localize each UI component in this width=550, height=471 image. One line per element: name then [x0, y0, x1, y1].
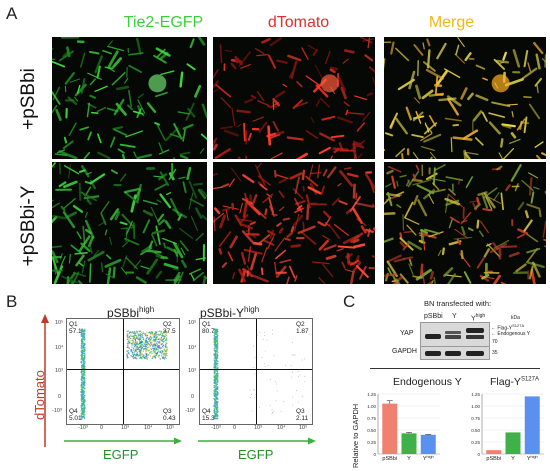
xtick: 10³	[121, 425, 129, 431]
y-axis-arrow	[30, 312, 50, 452]
ytick: 10⁴	[55, 345, 64, 351]
xtick: 10⁴	[277, 425, 286, 431]
lane-label: pSBbi	[424, 313, 443, 320]
blot-gapdh	[420, 346, 490, 360]
marker-70: 70	[492, 339, 498, 345]
micrograph-egfp-psbbi	[52, 37, 207, 159]
quadrant-q1: Q1 57.1	[69, 321, 82, 335]
ytick: -10³	[185, 408, 195, 414]
bar	[420, 434, 436, 454]
micrograph-egfp-psbbi-y	[52, 162, 207, 284]
xtick: 10³	[254, 425, 262, 431]
xtick: -10³	[78, 425, 88, 431]
blot-yap	[420, 322, 490, 347]
bar-chart-title-endogenous: Endogenous Y	[393, 376, 462, 388]
ytick: 10³	[55, 368, 63, 374]
xtick: 10⁵	[299, 425, 308, 431]
bar-category: pSBbi	[486, 456, 501, 462]
column-title-dtomato: dTomato	[267, 14, 330, 31]
divider	[370, 368, 540, 369]
bar-ytick: 0.50	[471, 428, 480, 433]
ytick: 10³	[188, 368, 196, 374]
xtick: -10³	[211, 425, 221, 431]
annotation-endogenous-y: ← Endogenous Y	[491, 331, 531, 337]
annotation-flag-y: ← Flag-YS127A	[491, 323, 525, 332]
kda-label: kDa	[511, 315, 520, 321]
x-axis-arrow	[64, 437, 316, 445]
row-label-psbbi: +pSBbi	[18, 68, 39, 130]
x-axis-label: EGFP	[103, 447, 139, 462]
bar-ytick: 1.25	[471, 392, 480, 397]
column-title-egfp: Tie2-EGFP	[123, 14, 204, 31]
plot-title-psbbi: pSBbihigh	[107, 305, 155, 320]
bar-category: Yhigh	[423, 455, 434, 462]
ytick: 0	[58, 394, 62, 400]
xtick: 10⁵	[166, 425, 175, 431]
panel-a-letter: A	[6, 4, 18, 23]
bar-ytick: 1.00	[367, 404, 376, 409]
bar-ytick: 0	[477, 452, 480, 457]
marker-35: 35	[492, 350, 498, 356]
quadrant-q4: Q4 5.01	[69, 408, 82, 422]
bar	[401, 433, 417, 454]
bar-ytick: 0.25	[367, 440, 376, 445]
flow-plot-psbbi: Q1 57.1 Q2 37.5 Q4 5.01 Q3 0.43	[66, 318, 180, 425]
quadrant-q1: Q1 80.7	[202, 321, 215, 335]
bar-category: Yhigh	[527, 455, 538, 462]
bar	[524, 396, 540, 454]
bar-ytick: 1.25	[367, 392, 376, 397]
lane-label: Y	[452, 313, 457, 320]
bar-category: Y	[407, 456, 411, 462]
bar-y-axis-label: Relative to GAPDH	[351, 403, 360, 468]
bar-ytick: 1.00	[471, 404, 480, 409]
quadrant-q2: Q2 37.5	[163, 321, 176, 335]
bar-chart-endogenous: 0 0.25 0.50 0.75 1.00 1.25 pSBbi Y Yhigh	[367, 392, 440, 462]
quadrant-q4: Q4 15.3	[202, 408, 215, 422]
bar-chart-title-flag: Flag-YS127A	[490, 376, 539, 388]
ytick: 10⁵	[55, 320, 64, 326]
micrograph-merge-psbbi	[384, 37, 546, 159]
x-axis-label: EGFP	[238, 447, 274, 462]
ytick: 0	[191, 394, 195, 400]
micrograph-dtomato-psbbi-y	[213, 162, 375, 284]
bar-ytick: 0.25	[471, 440, 480, 445]
flow-plot-psbbi-y: Q1 80.7 Q2 1.87 Q4 15.3 Q3 2.11	[199, 318, 313, 425]
quadrant-q3: Q3 2.11	[296, 408, 309, 422]
bar-ytick: 0	[373, 452, 376, 457]
ytick: -10³	[52, 408, 62, 414]
plot-title-psbbi-y: pSBbi-Yhigh	[200, 305, 260, 320]
micrograph-dtomato-psbbi	[213, 37, 375, 159]
quadrant-q3: Q3 0.43	[163, 408, 176, 422]
column-title-merge: Merge	[428, 14, 475, 31]
bar	[486, 450, 502, 454]
bar-chart-flag: 0 0.25 0.50 0.75 1.00 1.25 pSBbi Y Yhigh	[471, 392, 544, 462]
xtick: 0	[100, 425, 104, 431]
panel-c-letter: C	[343, 292, 356, 311]
xtick: 0	[233, 425, 237, 431]
y-axis-label: dTomato	[32, 370, 47, 420]
quadrant-q2: Q2 1.87	[296, 321, 309, 335]
bar-category: pSBbi	[382, 456, 397, 462]
row-label-gapdh: GAPDH	[392, 348, 417, 355]
xtick: 10⁴	[144, 425, 153, 431]
micrograph-merge-psbbi-y	[384, 162, 546, 284]
ytick: 10⁴	[188, 345, 197, 351]
row-label-psbbi-y: +pSBbi-Y	[18, 185, 39, 267]
panel-b-letter: B	[6, 292, 18, 311]
bar-ytick: 0.75	[471, 416, 480, 421]
ytick: 10⁵	[188, 320, 197, 326]
bar-ytick: 0.75	[367, 416, 376, 421]
bar	[382, 403, 398, 454]
bar	[505, 432, 521, 454]
lane-label: Yhigh	[471, 313, 486, 323]
row-label-yap: YAP	[400, 330, 414, 337]
blot-header: BN transfected with:	[424, 299, 492, 308]
bar-category: Y	[511, 456, 515, 462]
bar-ytick: 0.50	[367, 428, 376, 433]
